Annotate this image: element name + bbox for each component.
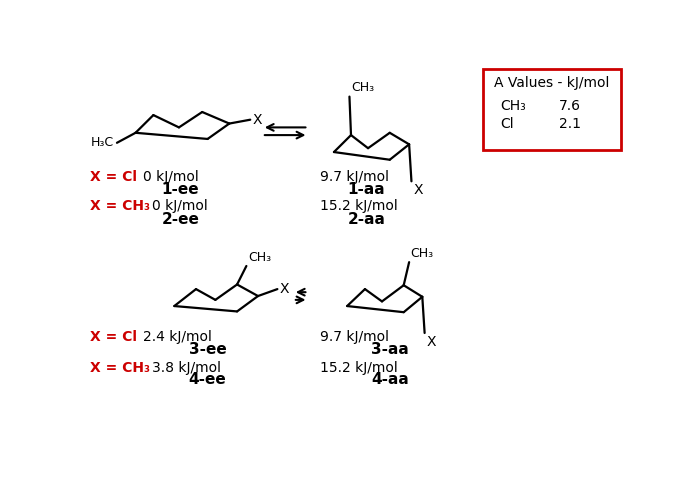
Text: 15.2 kJ/mol: 15.2 kJ/mol (320, 361, 398, 375)
Text: 15.2 kJ/mol: 15.2 kJ/mol (320, 199, 398, 213)
Text: 9.7 kJ/mol: 9.7 kJ/mol (320, 169, 389, 184)
Text: 3-aa: 3-aa (371, 341, 409, 357)
Text: X = CH₃: X = CH₃ (90, 361, 150, 375)
Text: 4-ee: 4-ee (189, 372, 227, 388)
Text: X: X (414, 183, 424, 197)
Text: 2-ee: 2-ee (162, 212, 200, 227)
Text: CH₃: CH₃ (248, 250, 271, 264)
Text: 2.4 kJ/mol: 2.4 kJ/mol (144, 330, 212, 344)
Text: 2-aa: 2-aa (348, 212, 386, 227)
Text: H₃C: H₃C (91, 136, 114, 149)
Text: CH₃: CH₃ (351, 82, 374, 94)
Text: CH₃: CH₃ (500, 99, 526, 113)
Text: 3.8 kJ/mol: 3.8 kJ/mol (152, 361, 220, 375)
Text: 1-ee: 1-ee (162, 181, 200, 196)
Bar (483, 69, 621, 150)
Text: X = CH₃: X = CH₃ (90, 199, 150, 213)
Text: X = Cl: X = Cl (90, 169, 136, 184)
Text: 2.1: 2.1 (559, 117, 581, 131)
Text: X: X (280, 282, 289, 296)
Text: Cl: Cl (500, 117, 513, 131)
Text: X: X (427, 334, 437, 348)
Text: CH₃: CH₃ (411, 247, 434, 260)
Text: 3-ee: 3-ee (189, 341, 227, 357)
Text: X = Cl: X = Cl (90, 330, 136, 344)
Text: 1-aa: 1-aa (348, 181, 385, 196)
Text: 0 kJ/mol: 0 kJ/mol (144, 169, 199, 184)
Text: 0 kJ/mol: 0 kJ/mol (152, 199, 208, 213)
Text: 9.7 kJ/mol: 9.7 kJ/mol (320, 330, 389, 344)
Text: 7.6: 7.6 (559, 99, 581, 113)
Text: X: X (253, 113, 262, 127)
Text: A Values - kJ/mol: A Values - kJ/mol (494, 76, 610, 90)
Text: 4-aa: 4-aa (371, 372, 409, 388)
